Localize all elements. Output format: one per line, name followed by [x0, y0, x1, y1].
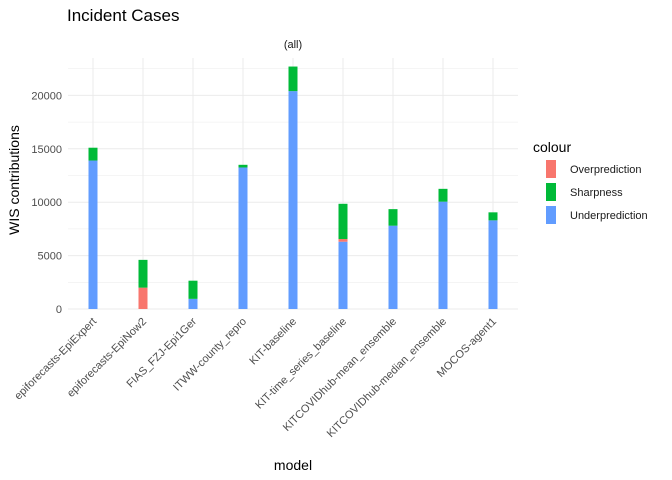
y-axis-title: WIS contributions — [6, 125, 22, 235]
chart-title: Incident Cases — [67, 6, 179, 25]
y-tick-label: 15000 — [31, 144, 62, 156]
y-tick-label: 5000 — [38, 251, 62, 263]
bar-sharpness-4 — [288, 66, 298, 92]
bar-underprediction-8 — [488, 220, 498, 309]
x-tick-label: epiforecasts-EpiExpert — [12, 316, 99, 403]
y-tick-label: 10000 — [31, 197, 62, 209]
bar-sharpness-0 — [88, 147, 98, 161]
x-axis-tick-labels: epiforecasts-EpiExpertepiforecasts-EpiNo… — [12, 315, 499, 440]
legend-title: colour — [533, 139, 571, 155]
bar-sharpness-5 — [338, 203, 348, 240]
legend-label-underprediction: Underprediction — [570, 210, 648, 222]
bar-sharpness-2 — [188, 280, 198, 299]
bars — [88, 66, 498, 309]
legend-key-underprediction — [546, 206, 556, 224]
bar-sharpness-8 — [488, 212, 498, 221]
bar-sharpness-6 — [388, 209, 398, 226]
bar-underprediction-4 — [288, 91, 298, 309]
legend-key-sharpness — [546, 183, 556, 201]
bar-sharpness-1 — [138, 259, 148, 288]
bar-underprediction-5 — [338, 241, 348, 309]
bar-sharpness-3 — [238, 164, 248, 168]
bar-underprediction-0 — [88, 160, 98, 309]
legend-key-overprediction — [546, 160, 556, 178]
legend-label-sharpness: Sharpness — [570, 187, 623, 199]
bar-overprediction-5 — [338, 239, 348, 242]
x-tick-label: KIT-time_series_baseline — [253, 316, 349, 412]
bar-sharpness-7 — [438, 188, 448, 202]
y-tick-label: 20000 — [31, 90, 62, 102]
bar-underprediction-3 — [238, 167, 248, 309]
y-axis-tick-labels: 0 5000 10000 15000 20000 — [31, 90, 62, 316]
bar-overprediction-1 — [138, 287, 148, 309]
facet-label: (all) — [284, 39, 302, 51]
bar-underprediction-6 — [388, 225, 398, 309]
bar-underprediction-7 — [438, 201, 448, 309]
x-tick-label: KIT-baseline — [247, 316, 299, 368]
x-axis-title: model — [274, 457, 312, 473]
bar-underprediction-2 — [188, 298, 198, 309]
legend: colour Overprediction Sharpness Underpredi… — [533, 139, 648, 224]
legend-items: Overprediction Sharpness Underprediction — [546, 160, 648, 224]
y-tick-label: 0 — [56, 304, 62, 316]
legend-label-overprediction: Overprediction — [570, 164, 642, 176]
